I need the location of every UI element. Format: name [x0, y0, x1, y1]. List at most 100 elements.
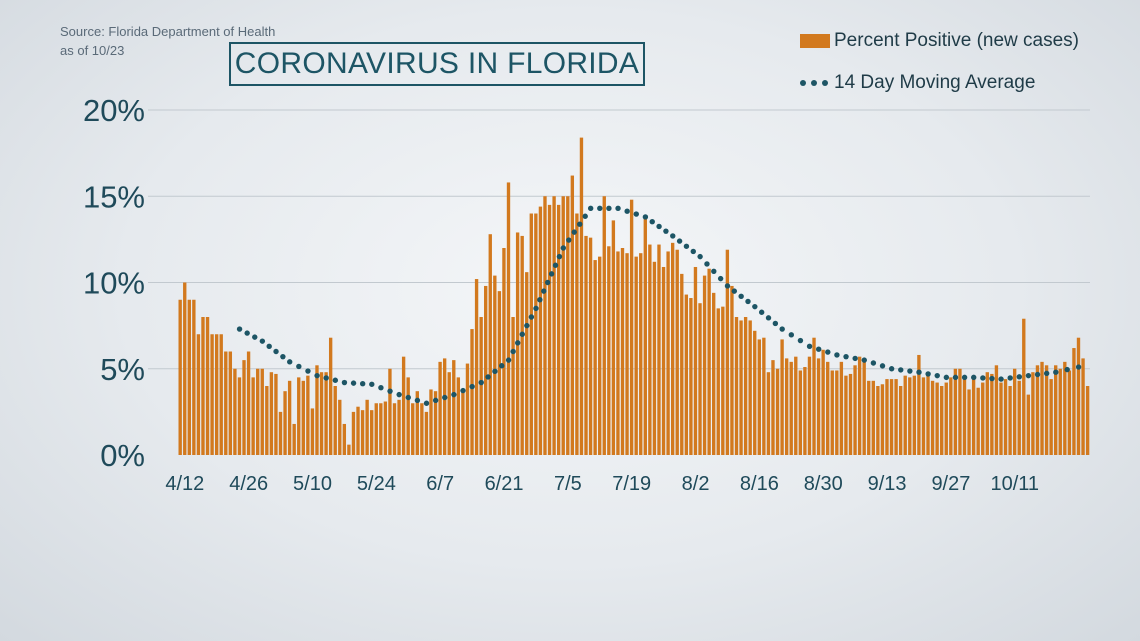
average-dot — [378, 385, 384, 391]
average-dot — [305, 368, 311, 374]
average-dot — [556, 253, 563, 260]
bar — [1054, 365, 1058, 455]
bar — [324, 372, 328, 455]
bar — [629, 199, 634, 455]
average-dot — [515, 340, 521, 346]
bar — [192, 299, 196, 455]
x-axis: 4/12 4/26 5/10 5/24 6/7 6/21 7/5 7/19 8/2 8/16 8/3… — [165, 473, 1039, 495]
bar — [370, 410, 374, 455]
bar — [1076, 337, 1081, 455]
bar — [634, 256, 638, 456]
average-dot — [752, 303, 758, 310]
bar — [607, 246, 611, 455]
bar — [1031, 372, 1035, 455]
bar — [360, 410, 365, 455]
average-dot — [998, 376, 1004, 382]
bar — [493, 275, 497, 455]
bar — [246, 351, 251, 455]
bar — [967, 389, 971, 455]
average-dot — [797, 337, 804, 344]
bar — [1008, 386, 1012, 455]
bar — [753, 330, 757, 455]
y-axis: 0% 5% 10% 15% 20% — [83, 93, 145, 473]
bar — [265, 386, 269, 455]
bar — [479, 317, 483, 455]
average-dot — [1025, 372, 1032, 379]
bar — [214, 334, 219, 455]
bar — [497, 291, 502, 456]
bar — [566, 196, 570, 455]
average-dot — [560, 245, 567, 251]
average-dot — [724, 283, 731, 289]
bar — [976, 387, 980, 455]
average-dot — [266, 343, 272, 350]
average-dot — [519, 331, 525, 337]
bar — [748, 320, 752, 455]
chart-title: CORONAVIRUS IN FLORIDA — [229, 42, 645, 86]
bar — [260, 368, 264, 455]
bar — [552, 196, 556, 455]
average-dot — [236, 326, 243, 332]
bar — [388, 368, 392, 455]
bar — [379, 403, 383, 455]
bar — [447, 372, 451, 455]
bar — [224, 351, 228, 455]
average-dot — [843, 353, 849, 360]
bar — [766, 372, 771, 455]
average-dot — [758, 309, 765, 315]
bar — [844, 375, 848, 455]
bar — [657, 244, 661, 455]
average-dot — [888, 366, 895, 372]
y-tick-label: 5% — [100, 352, 145, 387]
bar — [643, 215, 647, 455]
bar — [205, 317, 210, 455]
bar — [237, 377, 242, 456]
bar — [251, 377, 255, 456]
average-dot — [649, 218, 655, 225]
bar — [1012, 368, 1017, 455]
average-dot — [907, 368, 913, 374]
bar — [857, 356, 862, 455]
bar — [680, 273, 684, 456]
bar — [347, 444, 351, 455]
average-dot — [898, 367, 904, 373]
average-dot — [244, 330, 250, 336]
average-dot — [396, 391, 402, 398]
legend-label-average: 14 Day Moving Average — [834, 72, 1036, 93]
average-dot — [870, 360, 877, 366]
bar — [670, 242, 675, 455]
average-dot — [350, 380, 357, 386]
bar — [351, 411, 356, 456]
bar — [1049, 379, 1053, 455]
bar — [1026, 394, 1031, 456]
average-dot — [971, 374, 977, 381]
average-dot — [1053, 369, 1059, 375]
average-dot — [332, 377, 339, 383]
average-dot — [414, 397, 421, 404]
gridlines — [148, 109, 1090, 370]
bar — [306, 375, 310, 455]
bar — [876, 386, 880, 455]
average-dot — [834, 352, 840, 358]
bar — [383, 401, 388, 455]
bar — [848, 373, 853, 455]
average-dot — [499, 363, 505, 369]
average-dot — [943, 374, 950, 381]
bar — [652, 261, 657, 455]
as-of-line: as of 10/23 — [60, 43, 125, 58]
bar — [958, 368, 962, 455]
bar — [183, 282, 187, 455]
average-dot — [980, 375, 986, 381]
bar — [465, 363, 470, 455]
bar — [556, 204, 561, 456]
bar — [743, 317, 748, 455]
average-dot — [1064, 366, 1070, 373]
bar — [269, 372, 274, 455]
bar — [401, 356, 406, 455]
bar — [835, 370, 839, 455]
bar — [661, 266, 666, 455]
average-dot — [952, 374, 959, 381]
bar — [602, 196, 606, 455]
bar — [898, 386, 903, 455]
average-dot — [690, 248, 696, 255]
